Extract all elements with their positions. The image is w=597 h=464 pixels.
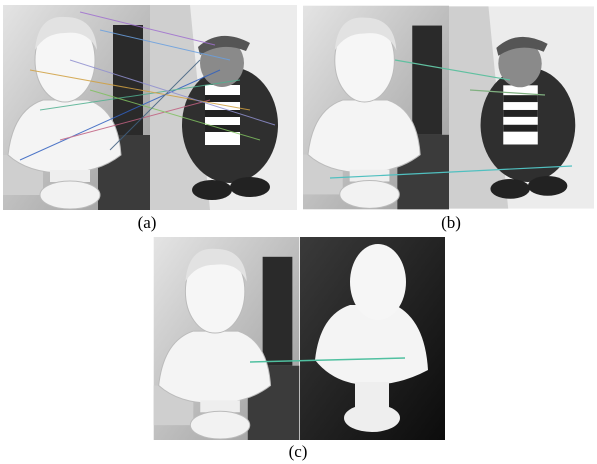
panel-label: (b) xyxy=(441,213,461,233)
photo-left xyxy=(3,5,150,210)
pedestal-neck xyxy=(355,382,389,410)
photo-right xyxy=(449,6,594,208)
photo-right xyxy=(150,5,297,210)
panel-label: (a) xyxy=(138,213,157,233)
panel-label: (c) xyxy=(289,442,308,462)
photo-left xyxy=(154,237,300,440)
figure-graphics xyxy=(0,0,597,464)
bust-head xyxy=(350,244,406,320)
figure: (a) (b) (c) xyxy=(0,0,597,464)
photo-left xyxy=(303,6,449,210)
